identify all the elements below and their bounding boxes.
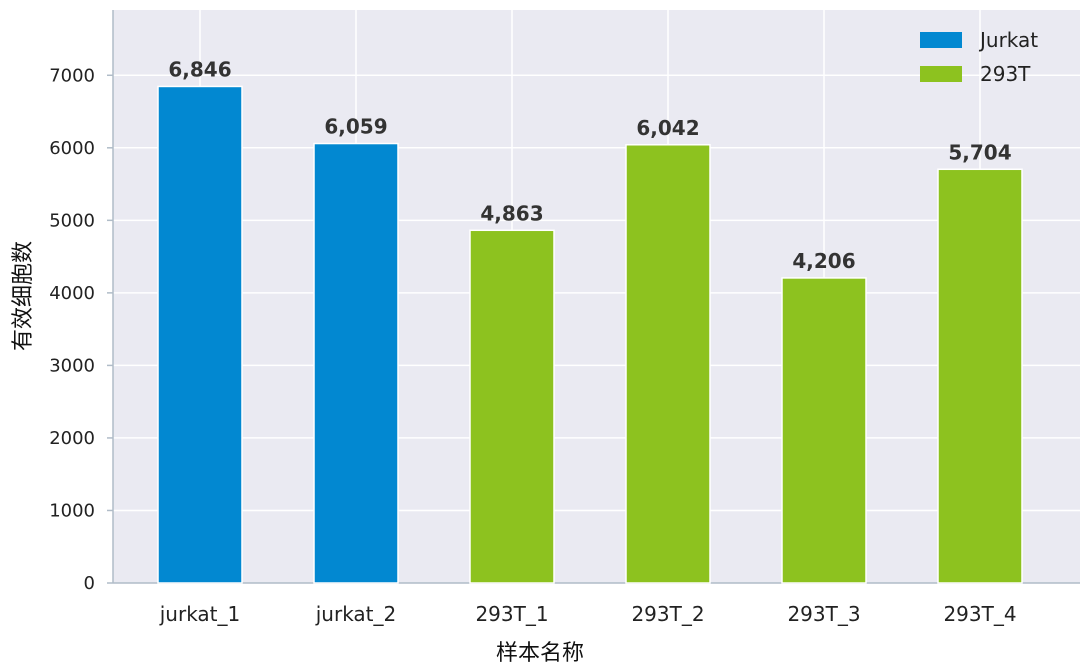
data-labels: 6,846 6,059 4,863 6,042 4,206 5,704 bbox=[168, 57, 1011, 272]
y-axis-title: 有效细胞数 bbox=[11, 241, 36, 351]
plot-background bbox=[113, 10, 1080, 583]
y-tick-label: 4000 bbox=[49, 283, 95, 304]
y-tick-label: 3000 bbox=[49, 355, 95, 376]
x-tick-label: 293T_4 bbox=[943, 602, 1016, 626]
legend-label: 293T bbox=[980, 62, 1031, 86]
legend-label: Jurkat bbox=[978, 28, 1038, 52]
legend: Jurkat 293T bbox=[920, 28, 1038, 86]
x-tick-label: 293T_3 bbox=[787, 602, 860, 626]
y-tick-labels: 0 1000 2000 3000 4000 5000 6000 7000 bbox=[49, 65, 113, 594]
x-tick-label: jurkat_1 bbox=[159, 602, 241, 626]
x-tick-label: jurkat_2 bbox=[315, 602, 397, 626]
legend-swatch bbox=[920, 32, 962, 48]
bar-293T_2 bbox=[625, 144, 711, 584]
x-tick-label: 293T_2 bbox=[631, 602, 704, 626]
bars bbox=[157, 85, 1023, 584]
bar-jurkat_1 bbox=[157, 85, 243, 584]
x-tick-labels: jurkat_1 jurkat_2 293T_1 293T_2 293T_3 293T_4 bbox=[159, 602, 1017, 626]
data-label: 6,042 bbox=[636, 116, 699, 140]
data-label: 6,059 bbox=[324, 115, 387, 139]
y-tick-label: 5000 bbox=[49, 210, 95, 231]
bar-293T_4 bbox=[937, 168, 1023, 584]
y-tick-label: 6000 bbox=[49, 138, 95, 159]
y-tick-label: 1000 bbox=[49, 500, 95, 521]
data-label: 4,863 bbox=[480, 201, 543, 225]
bar-293T_1 bbox=[469, 229, 555, 584]
data-label: 5,704 bbox=[948, 140, 1011, 164]
data-label: 4,206 bbox=[792, 249, 855, 273]
y-tick-label: 2000 bbox=[49, 428, 95, 449]
bar-jurkat_2 bbox=[313, 142, 399, 584]
x-axis-title: 样本名称 bbox=[496, 641, 584, 666]
legend-swatch bbox=[920, 66, 962, 82]
x-tick-label: 293T_1 bbox=[475, 602, 548, 626]
data-label: 6,846 bbox=[168, 57, 231, 81]
bar-293T_3 bbox=[781, 277, 867, 584]
y-tick-label: 0 bbox=[84, 573, 95, 594]
y-tick-label: 7000 bbox=[49, 65, 95, 86]
